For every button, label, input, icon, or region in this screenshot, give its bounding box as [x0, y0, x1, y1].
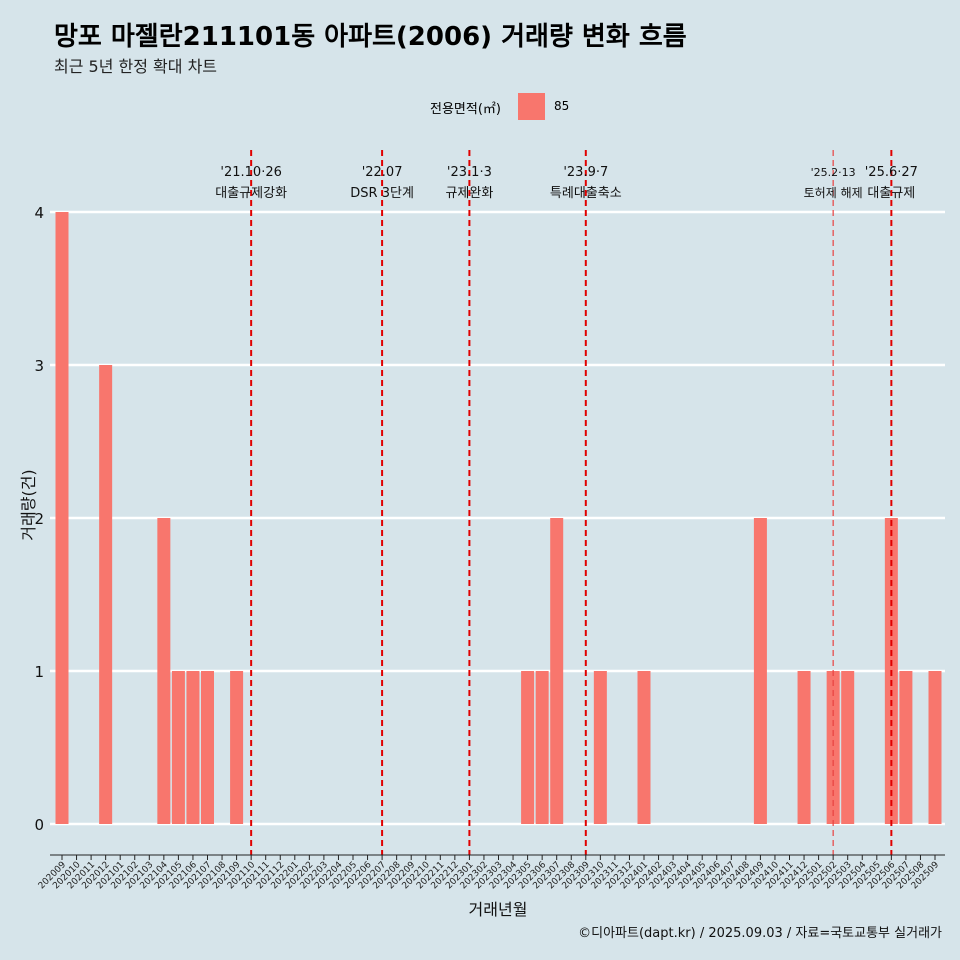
- bar: [928, 671, 942, 824]
- bar: [535, 671, 549, 824]
- bar: [899, 671, 913, 824]
- bar: [171, 671, 185, 824]
- legend-label: 85: [554, 99, 570, 113]
- y-tick-label: 1: [34, 663, 44, 681]
- event-name-label: 토허제 해제: [804, 186, 863, 200]
- event-date-label: '23.9·7: [563, 165, 608, 180]
- bar: [550, 518, 564, 824]
- event-date-label: '23.1·3: [447, 165, 492, 180]
- y-axis-title: 거래량(건): [19, 469, 38, 540]
- event-date-label: '22.07: [362, 165, 403, 180]
- legend: 전용면적(㎡) 85: [0, 93, 960, 121]
- x-axis-title: 거래년월: [469, 900, 528, 919]
- event-name-label: 대출규제강화: [215, 186, 287, 201]
- event-date-label: '21.10·26: [220, 165, 281, 180]
- event-name-label: 특례대출축소: [550, 186, 622, 201]
- bar: [753, 518, 767, 824]
- y-tick-label: 0: [34, 816, 44, 834]
- bar: [157, 518, 171, 824]
- bar: [593, 671, 607, 824]
- bar: [55, 212, 69, 824]
- chart-title: 망포 마젤란211101동 아파트(2006) 거래량 변화 흐름: [54, 22, 687, 52]
- bar: [186, 671, 200, 824]
- bar: [99, 365, 113, 824]
- y-tick-label: 4: [34, 204, 44, 222]
- chart-subtitle: 최근 5년 한정 확대 차트: [54, 57, 218, 76]
- event-name-label: DSR 3단계: [350, 186, 414, 201]
- event-date-label: '25.2·13: [811, 166, 856, 179]
- y-tick-label: 2: [34, 510, 44, 528]
- bar: [841, 671, 855, 824]
- legend-swatch: [518, 93, 545, 120]
- event-name-label: 대출규제: [867, 186, 915, 201]
- source-footer: ©디아파트(dapt.kr) / 2025.09.03 / 자료=국토교통부 실…: [578, 926, 942, 941]
- bar: [521, 671, 535, 824]
- y-tick-label: 3: [34, 357, 44, 375]
- bar: [637, 671, 651, 824]
- bar: [201, 671, 214, 824]
- bar: [797, 671, 811, 824]
- event-name-label: 규제완화: [445, 186, 493, 201]
- legend-title: 전용면적(㎡): [430, 102, 501, 117]
- bar: [230, 671, 244, 824]
- event-date-label: '25.6·27: [865, 165, 918, 180]
- bar: [826, 671, 840, 824]
